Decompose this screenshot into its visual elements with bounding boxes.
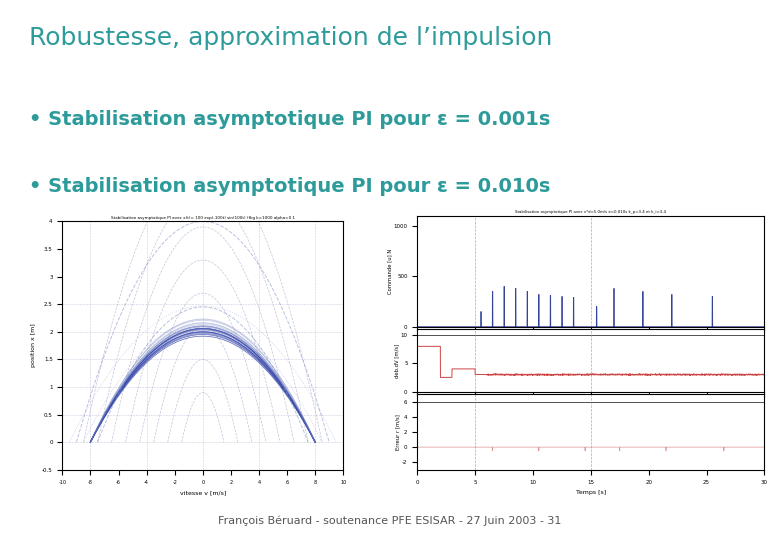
Text: François Béruard - soutenance PFE ESISAR - 27 Juin 2003 - 31: François Béruard - soutenance PFE ESISAR… xyxy=(218,516,562,526)
X-axis label: vitesse v [m/s]: vitesse v [m/s] xyxy=(179,490,226,495)
Text: • Stabilisation asymptotique PI pour ε = 0.010s: • Stabilisation asymptotique PI pour ε =… xyxy=(30,177,551,196)
Title: Stabilisation asymptotique PI avec v*d=5.0m/s e=0.010s k_p=3.4 et k_i=3.4: Stabilisation asymptotique PI avec v*d=5… xyxy=(516,210,666,214)
Y-axis label: Erreur r [m/s]: Erreur r [m/s] xyxy=(395,414,401,450)
X-axis label: Temps [s]: Temps [s] xyxy=(576,490,606,495)
Text: Robustesse, approximation de l’impulsion: Robustesse, approximation de l’impulsion xyxy=(30,26,552,50)
Y-axis label: position x [m]: position x [m] xyxy=(31,323,37,368)
Y-axis label: Commande [u] N: Commande [u] N xyxy=(387,249,392,294)
Y-axis label: deb.dV [m/s]: deb.dV [m/s] xyxy=(394,343,399,377)
Title: Stabilisation asymptotique PI avec x(t)= 100 exp(-100t) sin(100t) (fkg k=1000 al: Stabilisation asymptotique PI avec x(t)=… xyxy=(111,215,295,220)
Text: • Stabilisation asymptotique PI pour ε = 0.001s: • Stabilisation asymptotique PI pour ε =… xyxy=(30,110,551,129)
